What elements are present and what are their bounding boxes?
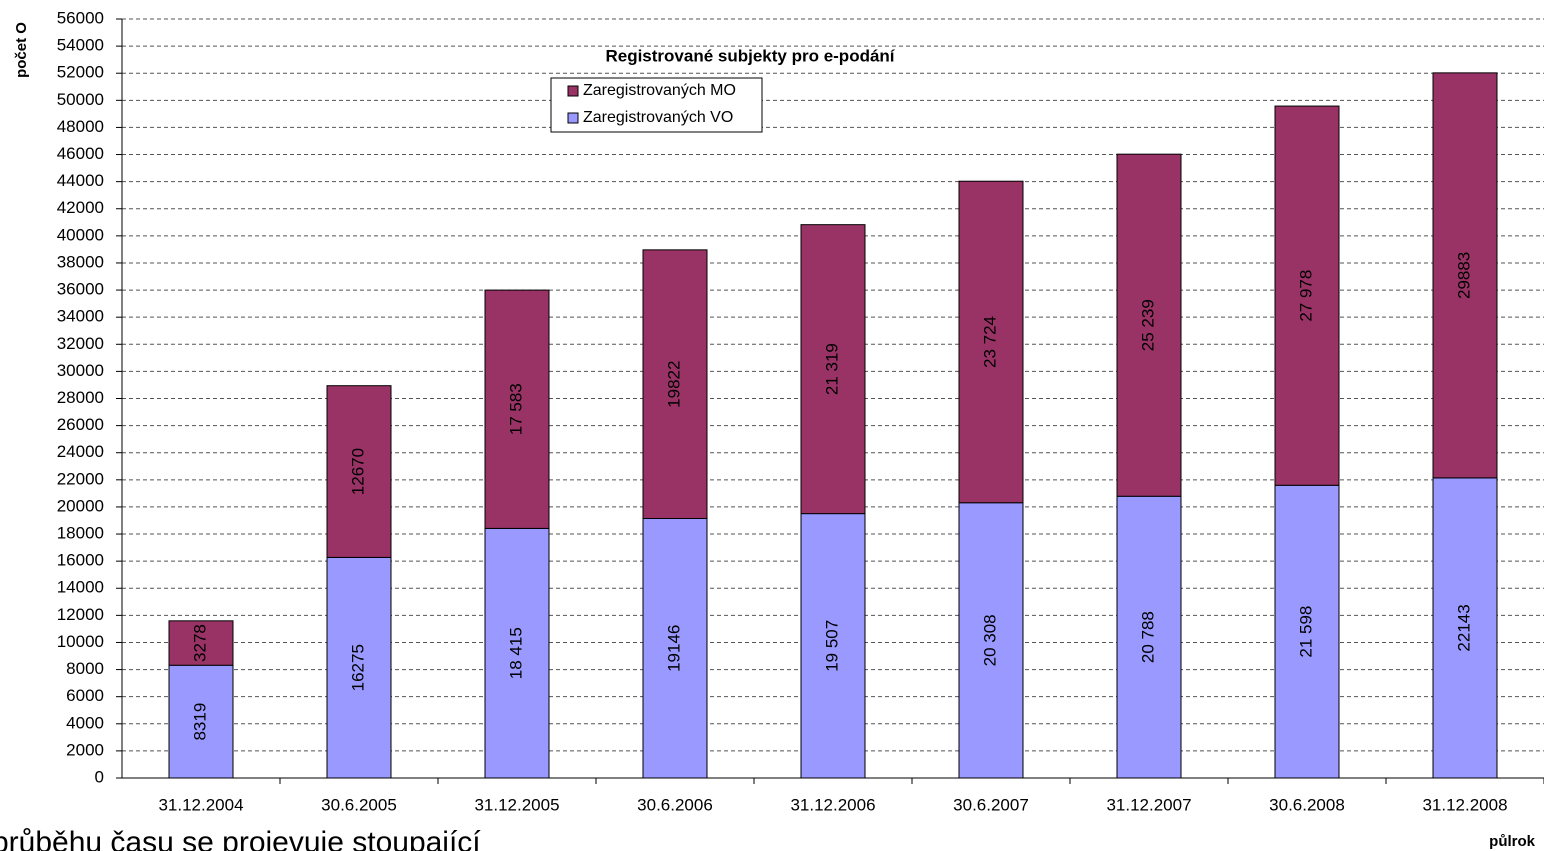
bar-segment (326, 385, 392, 558)
bar-segment (1432, 477, 1498, 779)
data-label: 22143 (1454, 604, 1473, 651)
bar-segment (1116, 153, 1182, 497)
y-tick-label: 18000 (57, 524, 104, 543)
y-tick-label: 38000 (57, 252, 104, 271)
y-tick-label: 22000 (57, 469, 104, 488)
y-tick-label: 12000 (57, 605, 104, 624)
x-tick-label: 30.6.2005 (321, 795, 397, 814)
data-label: 19822 (664, 361, 683, 408)
annotation: průběhu času se projevuje stoupající (0, 826, 481, 851)
y-tick-label: 30000 (57, 361, 104, 380)
y-tick-label: 40000 (57, 225, 104, 244)
bar-segment (800, 224, 866, 515)
data-label: 21 598 (1296, 606, 1315, 658)
bar-segment (1274, 105, 1340, 486)
legend-swatch (567, 112, 579, 124)
y-tick-label: 50000 (57, 90, 104, 109)
legend-box (550, 77, 763, 133)
y-tick-label: 54000 (57, 36, 104, 55)
data-label: 16275 (348, 644, 367, 691)
x-tick-label: 31.12.2004 (158, 795, 243, 814)
y-tick-label: 28000 (57, 388, 104, 407)
bar-segment (484, 527, 550, 779)
y-tick-label: 20000 (57, 496, 104, 515)
y-tick-label: 48000 (57, 117, 104, 136)
y-tick-label: 46000 (57, 144, 104, 163)
x-tick-label: 31.12.2008 (1422, 795, 1507, 814)
y-tick-label: 8000 (66, 659, 104, 678)
y-tick-label: 34000 (57, 307, 104, 326)
y-tick-label: 36000 (57, 280, 104, 299)
x-tick-label: 31.12.2005 (474, 795, 559, 814)
legend-label: Zaregistrovaných MO (583, 82, 736, 99)
data-label: 3278 (190, 624, 209, 662)
y-tick-label: 2000 (66, 740, 104, 759)
y-tick-label: 26000 (57, 415, 104, 434)
data-label: 20 788 (1138, 611, 1157, 663)
y-tick-label: 10000 (57, 632, 104, 651)
y-tick-label: 44000 (57, 171, 104, 190)
y-tick-label: 52000 (57, 63, 104, 82)
y-axis-label: počet O (13, 22, 30, 78)
y-tick-label: 6000 (66, 686, 104, 705)
y-tick-label: 42000 (57, 198, 104, 217)
bar-segment (958, 502, 1024, 779)
bar-segment (958, 180, 1024, 504)
data-label: 20 308 (980, 614, 999, 666)
y-tick-label: 4000 (66, 713, 104, 732)
legend-swatch (567, 85, 579, 97)
x-axis-label: půlrok (1489, 833, 1535, 850)
data-label: 27 978 (1296, 270, 1315, 322)
data-label: 17 583 (506, 383, 525, 435)
y-tick-label: 32000 (57, 334, 104, 353)
y-tick-label: 56000 (57, 8, 104, 27)
x-tick-label: 30.6.2008 (1269, 795, 1345, 814)
bar-segment (168, 664, 234, 779)
x-tick-label: 31.12.2007 (1106, 795, 1191, 814)
data-label: 12670 (348, 448, 367, 495)
data-label: 25 239 (1138, 299, 1157, 351)
bar-segment (1274, 484, 1340, 779)
data-label: 29883 (1454, 252, 1473, 299)
x-tick-label: 31.12.2006 (790, 795, 875, 814)
data-label: 18 415 (506, 627, 525, 679)
y-tick-label: 0 (95, 767, 104, 786)
bar-segment (326, 556, 392, 779)
bar-segment (1116, 495, 1182, 779)
y-tick-label: 14000 (57, 578, 104, 597)
bar-segment (1432, 72, 1498, 479)
y-tick-label: 24000 (57, 442, 104, 461)
x-tick-label: 30.6.2006 (637, 795, 713, 814)
bar-segment (484, 289, 550, 529)
y-tick-label: 16000 (57, 551, 104, 570)
x-tick-label: 30.6.2007 (953, 795, 1029, 814)
legend-label: Zaregistrovaných VO (583, 109, 733, 126)
bar-segment (168, 620, 234, 666)
data-label: 21 319 (822, 343, 841, 395)
data-label: 8319 (190, 703, 209, 741)
data-label: 19146 (664, 625, 683, 672)
data-label: 19 507 (822, 620, 841, 672)
bar-segment (800, 513, 866, 779)
chart-title: Registrované subjekty pro e-podání (605, 46, 895, 65)
bar-segment (642, 249, 708, 520)
data-label: 23 724 (980, 316, 999, 368)
